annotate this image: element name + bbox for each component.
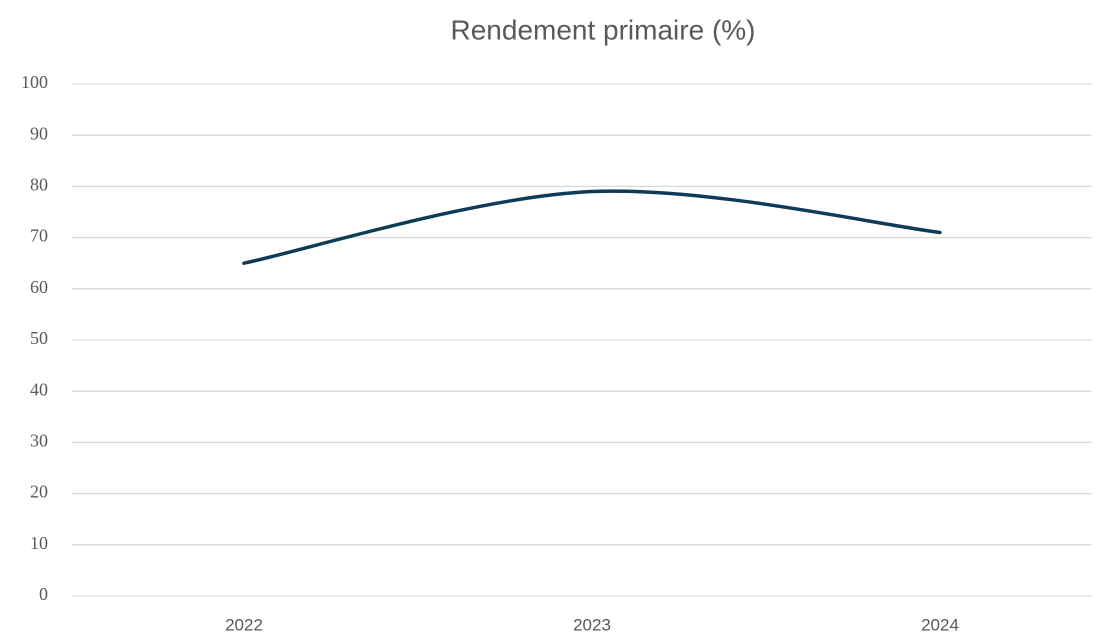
x-tick-label: 2024	[921, 615, 959, 634]
y-tick-label: 10	[30, 533, 48, 553]
y-tick-label: 30	[30, 431, 48, 451]
y-tick-label: 20	[30, 482, 48, 502]
y-tick-label: 80	[30, 175, 48, 195]
y-tick-label: 40	[30, 379, 48, 399]
y-tick-label: 0	[39, 584, 48, 604]
y-tick-label: 100	[21, 72, 48, 92]
y-tick-label: 50	[30, 328, 48, 348]
y-tick-label: 60	[30, 277, 48, 297]
y-tick-label: 70	[30, 226, 48, 246]
x-tick-label: 2023	[573, 615, 611, 634]
x-tick-label: 2022	[225, 615, 263, 634]
y-tick-label: 90	[30, 123, 48, 143]
line	[242, 189, 942, 265]
chart-title: Rendement primaire (%)	[451, 14, 756, 45]
